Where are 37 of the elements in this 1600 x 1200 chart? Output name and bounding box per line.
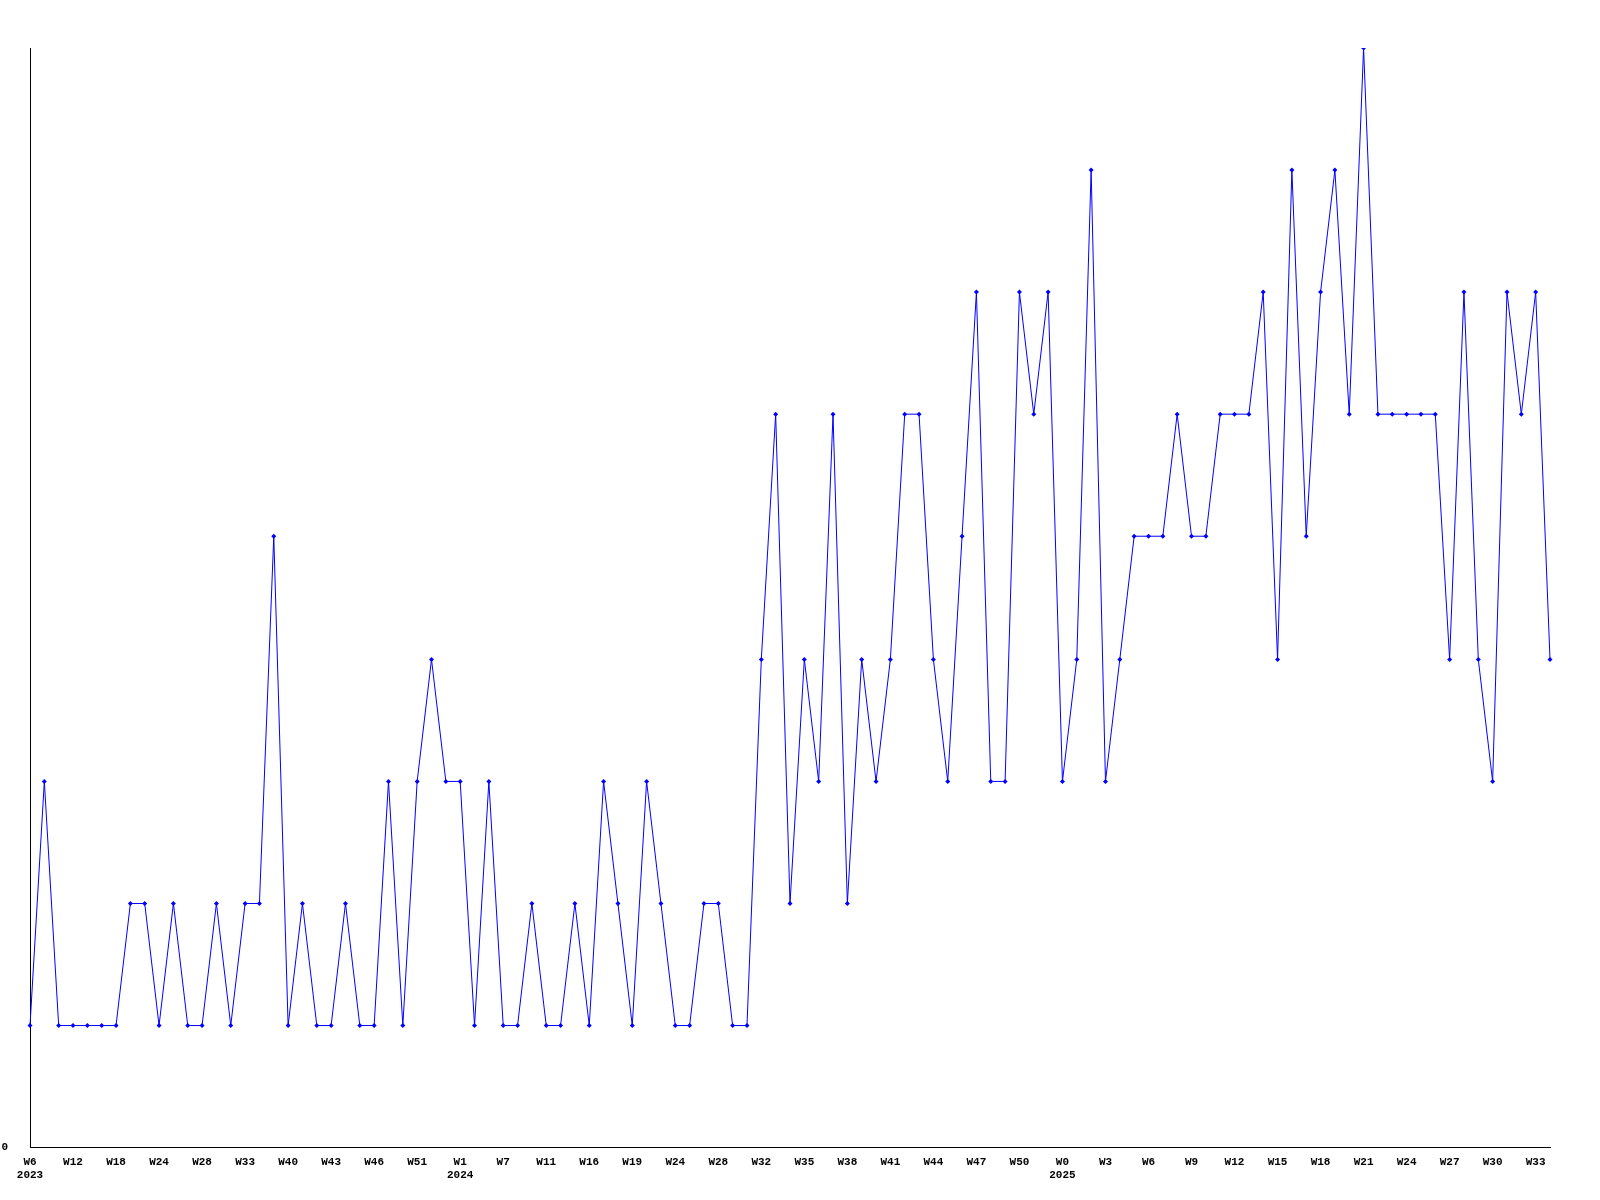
- x-tick-label: W24: [665, 1155, 686, 1168]
- x-tick-label: W47: [966, 1155, 987, 1168]
- x-tick-label: W21: [1353, 1155, 1374, 1168]
- x-tick-label: W11: [536, 1155, 557, 1168]
- x-tick-label: W28: [708, 1155, 729, 1168]
- x-tick-label: W51: [407, 1155, 428, 1168]
- x-tick-label: W18: [106, 1155, 127, 1168]
- text: 0: [1, 1141, 8, 1154]
- x-tick-label: W27: [1439, 1155, 1460, 1168]
- x-tick-label: W41: [880, 1155, 901, 1168]
- x-tick-label: W38: [837, 1155, 858, 1168]
- x-tick-label: W7: [496, 1155, 510, 1168]
- x-tick-label: W28: [192, 1155, 213, 1168]
- x-tick-label: W44: [923, 1155, 944, 1168]
- x-tick-label: W1 2024: [446, 1155, 474, 1182]
- x-tick-label: W12: [63, 1155, 83, 1168]
- x-tick-label: W6 2023: [16, 1155, 44, 1182]
- x-tick-label: W9: [1184, 1155, 1199, 1168]
- x-tick-label: W33: [1525, 1155, 1546, 1168]
- x-tick-label: W43: [321, 1155, 342, 1168]
- x-tick-label: W33: [235, 1155, 256, 1168]
- x-tick-label: W30: [1482, 1155, 1503, 1168]
- x-tick-label: W12: [1224, 1155, 1245, 1168]
- x-tick-label: W18: [1310, 1155, 1331, 1168]
- x-tick-label: W24: [1396, 1155, 1417, 1168]
- x-tick-label: W3: [1098, 1155, 1113, 1168]
- x-tick-label: W15: [1267, 1155, 1288, 1168]
- x-tick-label: W50: [1009, 1155, 1030, 1168]
- x-tick-label: W24: [149, 1155, 170, 1168]
- x-tick-label: W40: [278, 1155, 299, 1168]
- x-tick-label: W6: [1141, 1155, 1156, 1168]
- x-tick-label: W16: [579, 1155, 600, 1168]
- x-tick-label: W32: [751, 1155, 772, 1168]
- x-tick-label: W35: [794, 1155, 815, 1168]
- x-tick-label: W46: [364, 1155, 385, 1168]
- x-tick-label: W0 2025: [1049, 1155, 1077, 1182]
- x-tick-label: W19: [622, 1155, 643, 1168]
